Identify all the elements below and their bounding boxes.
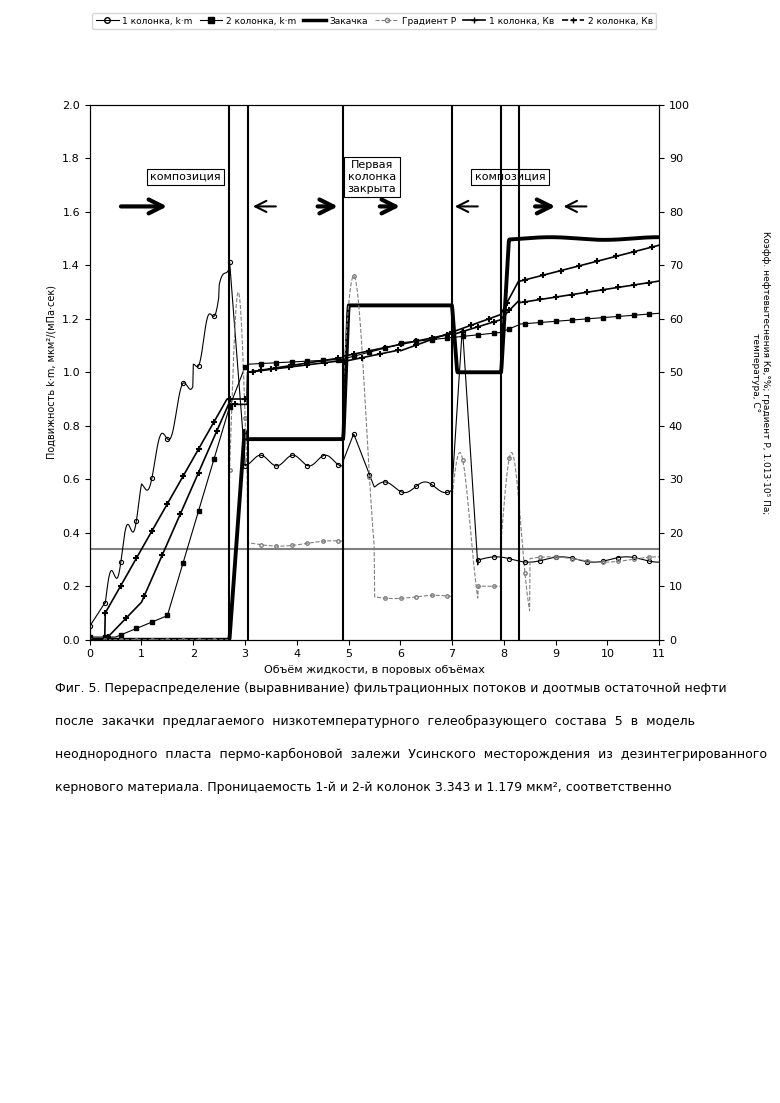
- Y-axis label: Подвижность k·m, мкм²/(мПа·сек): Подвижность k·m, мкм²/(мПа·сек): [47, 286, 57, 459]
- Text: Фиг. 5. Перераспределение (выравнивание) фильтрационных потоков и доотмыв остато: Фиг. 5. Перераспределение (выравнивание)…: [55, 682, 726, 695]
- Text: неоднородного  пласта  пермо-карбоновой  залежи  Усинского  месторождения  из  д: неоднородного пласта пермо-карбоновой за…: [55, 748, 767, 761]
- Text: Первая
колонка
закрыта: Первая колонка закрыта: [347, 160, 396, 194]
- Text: кернового материала. Проницаемость 1-й и 2-й колонок 3.343 и 1.179 мкм², соответ: кернового материала. Проницаемость 1-й и…: [55, 781, 671, 794]
- X-axis label: Объём жидкости, в поровых объёмах: Объём жидкости, в поровых объёмах: [264, 665, 485, 675]
- Text: после  закачки  предлагаемого  низкотемпературного  гелеобразующего  состава  5 : после закачки предлагаемого низкотемпера…: [55, 715, 695, 728]
- Legend: 1 колонка, k·m, 2 колонка, k·m, Закачка, Градиент Р, 1 колонка, Кв, 2 колонка, К: 1 колонка, k·m, 2 колонка, k·m, Закачка,…: [92, 13, 657, 29]
- Text: композиция: композиция: [475, 172, 545, 182]
- Text: композиция: композиция: [151, 172, 221, 182]
- Y-axis label: Коэфф. нефтевытеснения Кв,°%; градиент Р, 1.013·10⁵ Па;
температура, С°: Коэфф. нефтевытеснения Кв,°%; градиент Р…: [751, 231, 771, 514]
